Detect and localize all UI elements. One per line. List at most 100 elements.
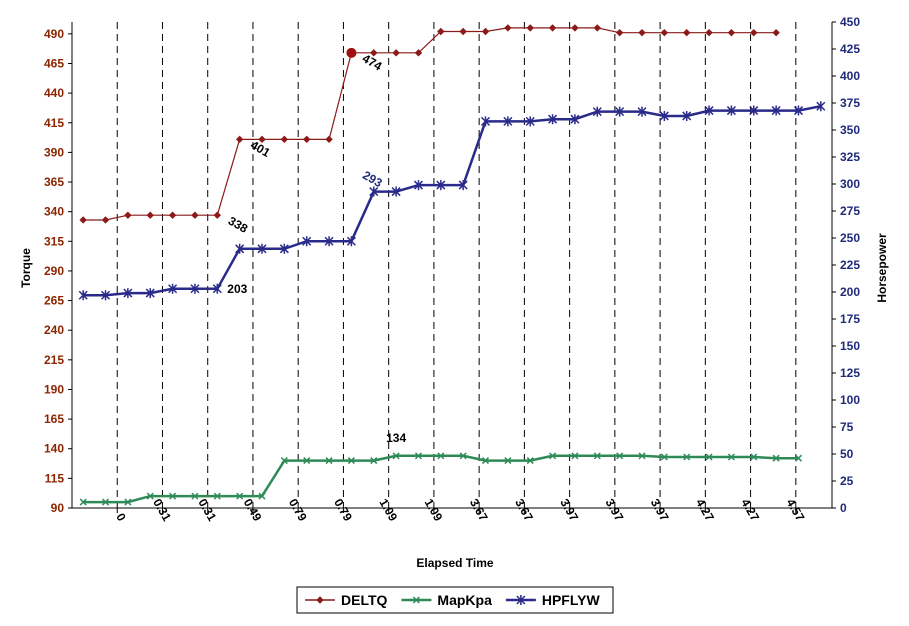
y-right-tick-label: 250	[840, 231, 860, 245]
hpflyw-point	[570, 114, 580, 125]
y-right-tick-label: 125	[840, 366, 860, 380]
deltq-point	[325, 135, 333, 144]
data-label: 203	[227, 282, 247, 296]
data-labels: 338 401 474 203 293 134	[226, 51, 407, 445]
y-right-tick-label: 300	[840, 177, 860, 191]
mapkpa-point	[325, 457, 333, 465]
data-label: 401	[248, 138, 273, 160]
hpflyw-point	[525, 116, 535, 127]
hpflyw-point	[516, 595, 526, 605]
x-tick-label: 0	[113, 511, 129, 524]
y-left-tick-label: 190	[44, 382, 64, 396]
mapkpa-point	[412, 596, 420, 604]
mapkpa-point	[124, 498, 132, 506]
axes: 90 115 140 165 190 215 240 265 290 315 340 365 390 41…	[44, 15, 860, 524]
mapkpa-point	[660, 453, 668, 461]
hpflyw-point	[659, 110, 669, 121]
y-right-tick-label: 450	[840, 15, 860, 29]
y-left-tick-label: 440	[44, 86, 64, 100]
deltq-point	[79, 216, 87, 224]
mapkpa-point	[504, 457, 512, 465]
y-right-tick-label: 100	[840, 393, 860, 407]
mapkpa-point	[414, 452, 423, 460]
deltq-point	[168, 211, 177, 219]
mapkpa-point	[638, 452, 646, 460]
mapkpa-point	[750, 453, 758, 461]
hpflyw-point	[615, 106, 625, 117]
mapkpa-point	[481, 457, 490, 465]
x-tick-label: 3.67	[512, 496, 536, 524]
x-tick-label: 3.67	[467, 496, 491, 524]
y-right-tick-label: 175	[840, 312, 860, 326]
hpflyw-point	[771, 105, 781, 116]
deltq-point	[705, 28, 713, 37]
mapkpa-point	[370, 457, 378, 465]
hpflyw-point	[302, 236, 312, 247]
legend-label-hpflyw: HPFLYW	[542, 592, 601, 608]
y-left-tick-label: 90	[51, 501, 65, 515]
deltq-point	[124, 211, 132, 219]
mapkpa-point	[459, 452, 467, 460]
hpflyw-point	[726, 105, 736, 116]
y-right-tick-label: 275	[840, 204, 860, 218]
deltq-point	[526, 24, 534, 32]
x-tick-label: 0.79	[286, 496, 310, 524]
hpflyw-point	[145, 288, 155, 299]
deltq-point	[101, 216, 110, 224]
hpflyw-point	[704, 105, 714, 116]
y-left-tick-label: 115	[45, 471, 65, 485]
y-right-tick-label: 200	[840, 285, 860, 299]
y-left-tick-label: 240	[44, 323, 64, 337]
deltq-point	[370, 49, 378, 57]
y-right-tick-label: 225	[840, 258, 860, 272]
x-tick-label: 3.97	[557, 496, 581, 524]
deltq-point	[682, 28, 691, 37]
deltq-point	[414, 49, 423, 57]
y-left-tick-label: 140	[44, 442, 64, 456]
legend-box	[296, 586, 614, 614]
x-tick-label: 3.97	[603, 496, 627, 524]
mapkpa-point	[191, 492, 199, 500]
y-left-tick-label: 465	[44, 56, 64, 70]
deltq-point	[615, 28, 624, 37]
x-tick-label: 3.97	[648, 496, 672, 524]
hpflyw-point	[436, 180, 446, 191]
y-right-tick-label: 350	[840, 123, 860, 137]
deltq-point	[316, 596, 324, 604]
hpflyw-point	[190, 283, 200, 294]
mapkpa-point	[101, 498, 110, 506]
hpflyw-point	[391, 186, 401, 197]
y-axis-left-title: Torque	[19, 248, 33, 288]
y-right-tick-label: 25	[840, 474, 854, 488]
hpflyw-point	[458, 180, 468, 191]
deltq-point	[593, 24, 602, 32]
y-left-tick-label: 315	[44, 234, 64, 248]
hpflyw-point	[123, 288, 133, 299]
deltq-point	[548, 24, 557, 32]
deltq-point	[280, 135, 289, 144]
mapkpa-point	[392, 452, 400, 460]
hpflyw-point	[168, 283, 178, 294]
hpflyw-point	[279, 243, 289, 254]
x-tick-label: 4.27	[693, 496, 717, 524]
mapkpa-point	[258, 492, 266, 500]
x-tick-label: 0.49	[241, 496, 265, 524]
deltq-point	[235, 135, 244, 144]
hpflyw-point	[503, 116, 513, 127]
x-axis-title: Elapsed Time	[416, 556, 493, 570]
mapkpa-point	[794, 454, 803, 462]
x-tick-label: 0.79	[331, 496, 355, 524]
deltq-point	[504, 24, 512, 32]
hpflyw-point	[78, 290, 88, 301]
y-left-tick-label: 165	[44, 412, 64, 426]
mapkpa-point	[549, 452, 557, 460]
hpflyw-point	[749, 105, 759, 116]
hpflyw-line	[83, 104, 822, 297]
deltq-point	[302, 135, 311, 144]
mapkpa-point	[79, 498, 87, 506]
legend-label-deltq: DELTQ	[341, 592, 388, 608]
mapkpa-point	[593, 452, 601, 460]
x-tick-label: 1.09	[422, 496, 446, 524]
hpflyw-point	[637, 106, 647, 117]
